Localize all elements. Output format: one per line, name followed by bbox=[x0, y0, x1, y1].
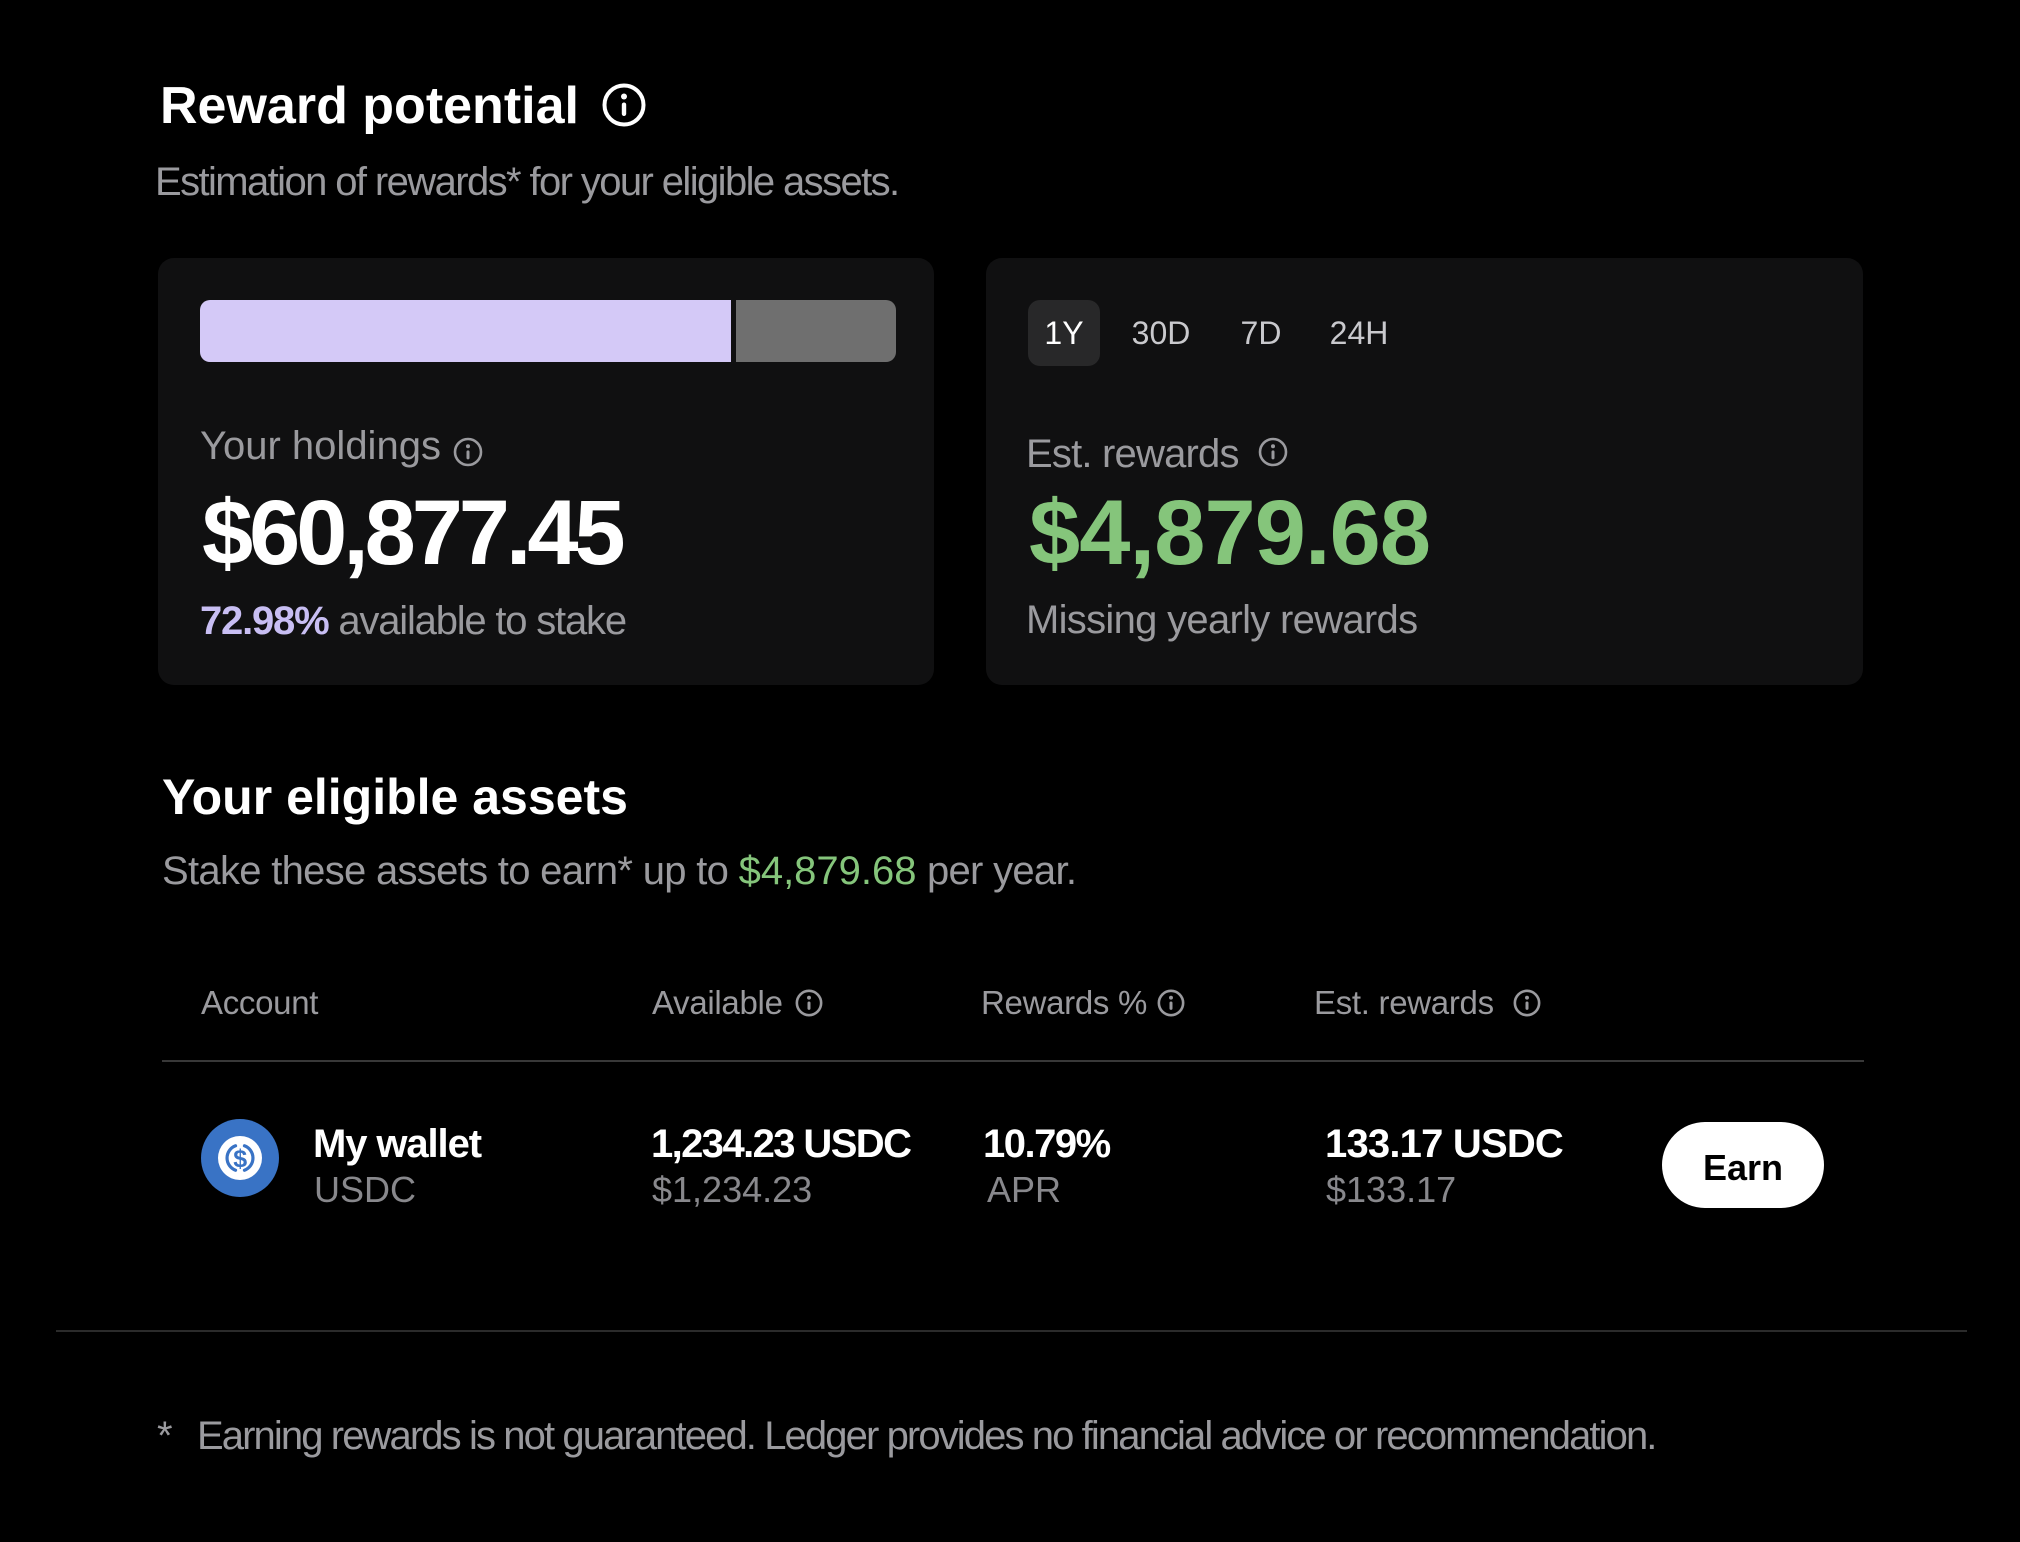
svg-text:$: $ bbox=[233, 1145, 247, 1173]
